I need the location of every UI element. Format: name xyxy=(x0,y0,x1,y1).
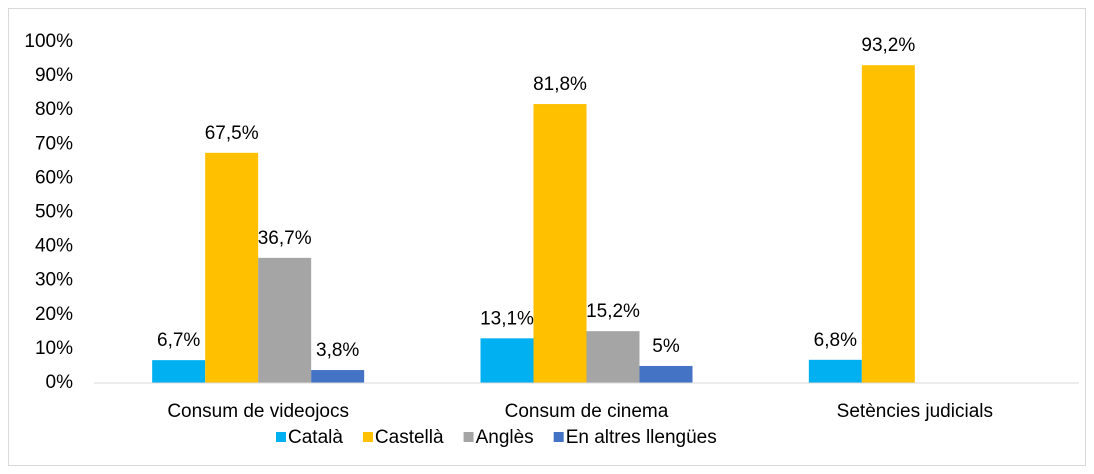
bar xyxy=(311,370,365,383)
x-tick-label: Consum de cinema xyxy=(505,401,669,422)
bar xyxy=(480,338,534,383)
legend-label: Anglès xyxy=(476,427,534,448)
data-label: 13,1% xyxy=(480,308,534,329)
x-tick-label: Setències judicials xyxy=(837,401,993,422)
y-tick-label: 30% xyxy=(35,270,73,291)
data-label: 6,8% xyxy=(814,330,857,351)
data-label: 81,8% xyxy=(533,74,587,95)
bar xyxy=(258,257,312,383)
data-label: 3,8% xyxy=(316,340,359,361)
y-tick-label: 100% xyxy=(24,31,73,52)
data-label: 6,7% xyxy=(157,330,200,351)
bar xyxy=(861,65,915,384)
bar xyxy=(808,359,862,383)
bar xyxy=(639,365,693,383)
y-tick-label: 0% xyxy=(46,372,74,393)
data-label: 93,2% xyxy=(861,35,915,56)
bar xyxy=(586,331,640,383)
data-label: 67,5% xyxy=(205,123,259,144)
data-label: 5% xyxy=(652,336,680,357)
legend-swatch xyxy=(276,432,286,442)
y-tick-label: 60% xyxy=(35,167,73,188)
x-tick-label: Consum de videojocs xyxy=(167,401,349,422)
y-tick-label: 50% xyxy=(35,202,73,223)
bar xyxy=(533,104,587,383)
legend-label: Català xyxy=(288,427,343,448)
y-tick-label: 70% xyxy=(35,133,73,154)
y-tick-label: 40% xyxy=(35,236,73,257)
legend-label: En altres llengües xyxy=(566,427,717,448)
y-tick-label: 10% xyxy=(35,338,73,359)
bar xyxy=(205,152,259,383)
y-tick-label: 80% xyxy=(35,99,73,120)
y-tick-label: 90% xyxy=(35,65,73,86)
legend-swatch xyxy=(463,432,474,442)
data-label: 36,7% xyxy=(258,228,312,249)
legend-swatch xyxy=(553,432,564,442)
y-tick-label: 20% xyxy=(35,304,73,325)
legend-label: Castellà xyxy=(375,427,444,448)
legend-swatch xyxy=(362,432,373,442)
data-label: 15,2% xyxy=(586,301,640,322)
bar xyxy=(152,360,206,383)
